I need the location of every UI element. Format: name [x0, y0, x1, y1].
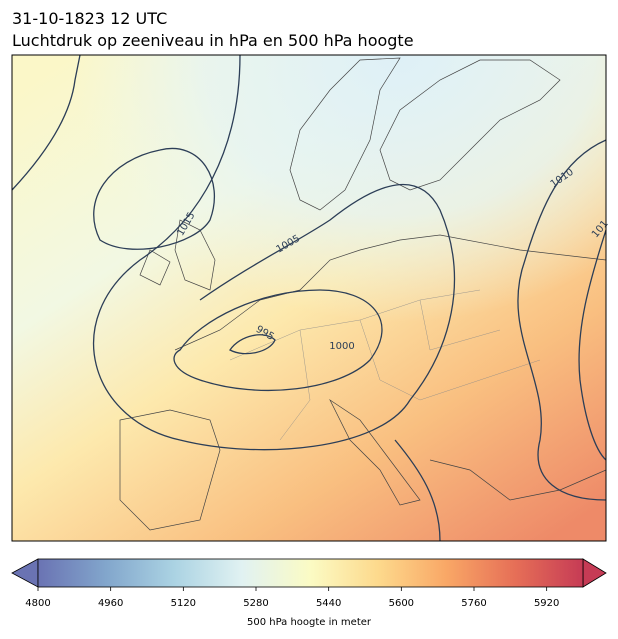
isobar [92, 54, 456, 451]
map: 1015 1005 995 1000 1010 101 [11, 54, 611, 542]
colorbar-tick-label: 5280 [243, 598, 268, 609]
isobar [173, 289, 383, 392]
coastline [119, 234, 607, 531]
isobar [517, 139, 607, 501]
map-frame [11, 54, 607, 542]
title: 31-10-1823 12 UTC [12, 9, 167, 28]
colorbar-tick-label: 5120 [171, 598, 196, 609]
colorbar-tick-label: 4800 [25, 598, 50, 609]
colorbar-tick-label: 5760 [461, 598, 486, 609]
colorbar-tick-label: 5600 [389, 598, 414, 609]
isobar [578, 229, 607, 461]
isobar [394, 439, 441, 542]
colorbar-extend-high [582, 558, 607, 588]
contour-label: 1000 [329, 341, 354, 352]
colorbar-extend-low [11, 558, 39, 588]
colorbar: 4800 4960 5120 5280 5440 5600 5760 5920 [11, 558, 607, 609]
colorbar-tick-label: 4960 [98, 598, 123, 609]
map-cold-area [12, 55, 606, 541]
colorbar-body [37, 558, 584, 588]
scandinavia [289, 57, 401, 211]
subtitle: Luchtdruk op zeeniveau in hPa en 500 hPa… [12, 31, 414, 50]
isobar [229, 334, 276, 355]
borders [229, 289, 541, 441]
colorbar-label: 500 hPa hoogte in meter [247, 617, 372, 628]
colorbar-tick-label: 5440 [316, 598, 341, 609]
isobar [93, 147, 215, 250]
isobar [11, 54, 81, 191]
colorbar-tick-label: 5920 [534, 598, 559, 609]
finland [379, 59, 561, 191]
